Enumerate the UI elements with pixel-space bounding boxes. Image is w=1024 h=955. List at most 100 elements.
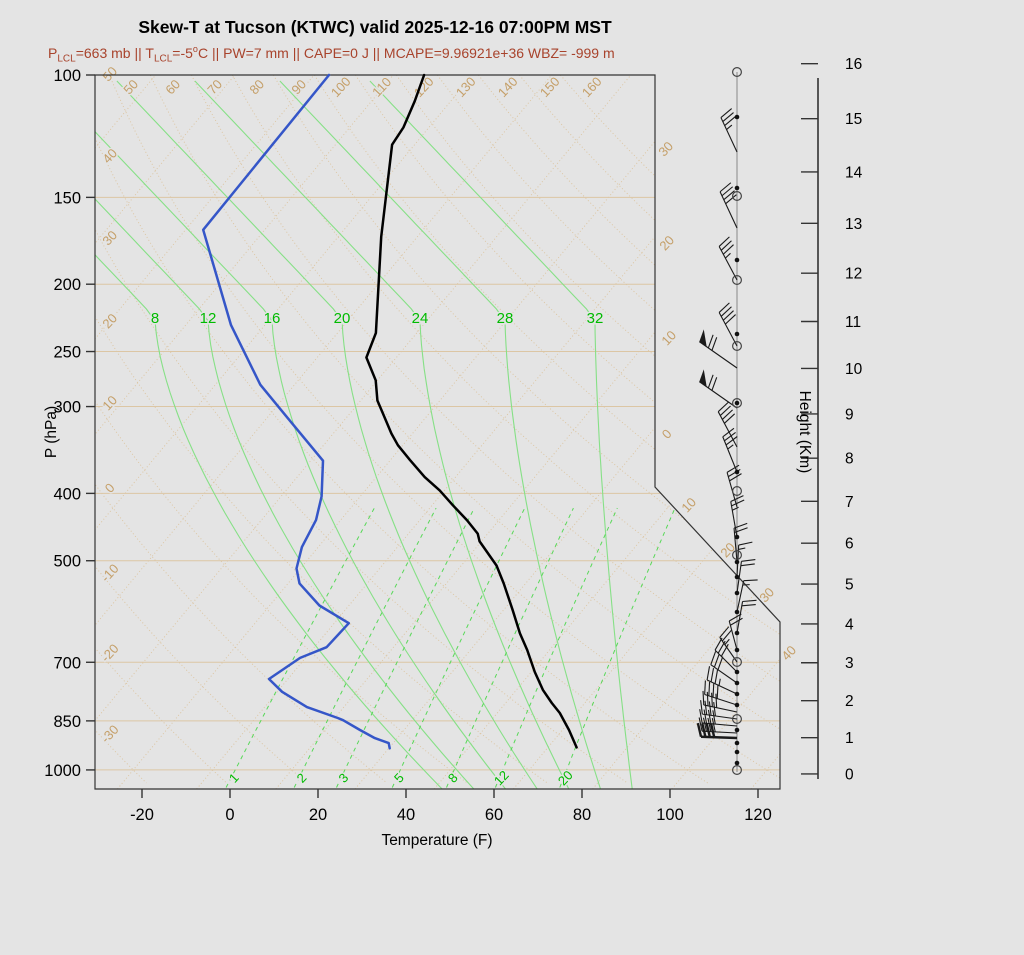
dry-adiabat-line xyxy=(478,75,1024,783)
wind-barb-tick xyxy=(708,335,713,348)
dry-adiabat-label-top: 150 xyxy=(537,74,563,100)
dry-adiabat-label-top: 90 xyxy=(288,77,309,98)
isotherm-label: 40 xyxy=(778,643,799,664)
pressure-tick-label: 1000 xyxy=(44,762,81,780)
isotherm-label: 30 xyxy=(655,139,676,160)
wind-level-dot xyxy=(735,186,740,191)
dry-adiabat-line xyxy=(150,75,868,783)
temperature-tick-label: 20 xyxy=(309,806,327,824)
isotherm-line xyxy=(0,75,472,789)
wind-barb-tick xyxy=(734,528,747,533)
wind-barb-tick xyxy=(705,701,707,715)
dry-adiabat-line xyxy=(314,75,1024,783)
dry-adiabat-label-top: 130 xyxy=(453,74,479,100)
mixing-ratio-line xyxy=(495,508,617,787)
wind-level-dot xyxy=(735,610,740,615)
wind-barb-halftick xyxy=(725,639,729,644)
pressure-axis-title: P (hPa) xyxy=(43,406,60,458)
wind-barb-staff xyxy=(701,737,737,738)
wind-level-dot xyxy=(735,631,740,636)
wind-level-dot xyxy=(735,560,740,565)
isotherm-label: 10 xyxy=(658,328,679,349)
sounding-curves xyxy=(203,75,576,748)
temperature-tick-label: 60 xyxy=(485,806,503,824)
mixing-ratio-line xyxy=(447,508,574,787)
moist-adiabat-label: 16 xyxy=(264,310,281,327)
wind-level-dot xyxy=(735,401,740,406)
wind-level-dot xyxy=(735,703,740,708)
height-tick-label: 12 xyxy=(845,266,862,283)
wind-barb-tick xyxy=(721,307,731,317)
dry-adiabat-line xyxy=(0,75,467,783)
height-tick-label: 7 xyxy=(845,494,854,511)
wind-barb-halftick xyxy=(719,679,720,686)
wind-barb-flag xyxy=(699,329,706,346)
dry-adiabat-label-top: 140 xyxy=(495,74,521,100)
isotherm-label: 0 xyxy=(659,426,675,442)
wind-barb-tick xyxy=(743,600,757,601)
wind-level-dot xyxy=(735,648,740,653)
wind-barb-tick xyxy=(741,564,755,566)
wind-barb-tick xyxy=(723,245,733,255)
temperature-tick-label: -20 xyxy=(130,806,154,824)
dry-adiabat-label-top: 60 xyxy=(162,77,183,98)
moist-adiabat-label: 8 xyxy=(151,310,159,327)
wind-barb-tick xyxy=(716,694,717,708)
isotherm-label: 20 xyxy=(656,233,677,254)
isotherm-line xyxy=(355,75,948,789)
dry-adiabat-label-left: 40 xyxy=(99,146,120,167)
wind-barb-tick xyxy=(725,117,736,126)
pressure-tick-label: 250 xyxy=(53,344,81,362)
wind-barb-halftick xyxy=(725,253,730,258)
wind-barb-staff xyxy=(707,680,737,694)
wind-barb-staff xyxy=(721,118,737,152)
height-tick-label: 0 xyxy=(845,766,854,783)
height-tick-label: 4 xyxy=(845,616,854,633)
moist-adiabat-label: 32 xyxy=(587,310,604,327)
height-tick-label: 16 xyxy=(845,56,862,73)
wind-barb-staff xyxy=(719,312,737,346)
wind-level-dot xyxy=(735,258,740,263)
wind-barb-column xyxy=(698,68,758,775)
isotherm-label: 10 xyxy=(678,495,699,516)
height-tick-label: 2 xyxy=(845,693,854,710)
wind-level-dot xyxy=(735,115,740,120)
dry-adiabat-line xyxy=(0,75,227,783)
temperature-tick-label: 100 xyxy=(656,806,684,824)
wind-barb-tick xyxy=(717,685,718,699)
wind-level-dot xyxy=(735,535,740,540)
wind-barb-tick xyxy=(718,657,723,670)
chart-title: Skew-T at Tucson (KTWC) valid 2025-12-16… xyxy=(138,17,612,37)
isotherm-line xyxy=(0,75,552,789)
isotherm-line xyxy=(38,75,631,789)
wind-level-dot xyxy=(735,470,740,475)
isotherm-line xyxy=(117,75,710,789)
wind-barb-halftick xyxy=(732,507,738,510)
wind-barb-tick xyxy=(719,237,729,247)
wind-barb-tick xyxy=(724,414,734,424)
height-tick-label: 10 xyxy=(845,361,863,378)
mixing-ratio-label: 20 xyxy=(555,768,576,789)
moist-adiabat-label: 20 xyxy=(334,310,351,327)
wind-barb-flag xyxy=(699,369,706,386)
wind-barb-halftick xyxy=(738,548,745,549)
wind-barb-tick xyxy=(713,683,714,697)
dewpoint-curve xyxy=(203,75,390,748)
dry-adiabat-label-top: 110 xyxy=(369,74,394,99)
wind-level-dot xyxy=(735,681,740,686)
moist-adiabat-line xyxy=(47,81,506,789)
wind-barb-tick xyxy=(722,410,732,420)
wind-barb-staff xyxy=(729,621,737,650)
temperature-tick-label: 120 xyxy=(744,806,772,824)
pressure-tick-label: 850 xyxy=(53,713,81,731)
wind-level-dot xyxy=(735,750,740,755)
wind-level-dot xyxy=(735,591,740,596)
height-tick-label: 13 xyxy=(845,216,862,233)
isotherm-line xyxy=(0,75,76,789)
background-grid xyxy=(0,75,1024,789)
dry-adiabat-label-top: 100 xyxy=(328,74,354,100)
moist-adiabat-label: 12 xyxy=(200,310,217,327)
wind-level-dot xyxy=(735,761,740,766)
plot-border xyxy=(95,75,780,789)
